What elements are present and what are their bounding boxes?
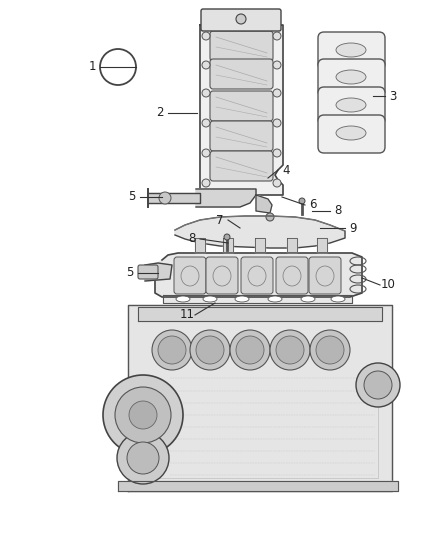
Circle shape <box>273 61 281 69</box>
FancyBboxPatch shape <box>210 121 273 151</box>
FancyBboxPatch shape <box>210 91 273 121</box>
Circle shape <box>202 32 210 40</box>
FancyBboxPatch shape <box>210 31 273 61</box>
Polygon shape <box>118 481 398 491</box>
Circle shape <box>152 330 192 370</box>
Text: 4: 4 <box>282 164 290 176</box>
Polygon shape <box>145 263 172 281</box>
Text: 2: 2 <box>156 107 164 119</box>
Circle shape <box>103 375 183 455</box>
Text: 8: 8 <box>188 232 196 246</box>
Text: 11: 11 <box>180 309 194 321</box>
Text: 10: 10 <box>381 279 396 292</box>
FancyBboxPatch shape <box>309 257 341 294</box>
Circle shape <box>127 442 159 474</box>
FancyBboxPatch shape <box>138 265 158 279</box>
Polygon shape <box>287 238 297 252</box>
Text: 1: 1 <box>88 61 96 74</box>
Circle shape <box>190 330 230 370</box>
Circle shape <box>115 387 171 443</box>
Polygon shape <box>148 193 200 203</box>
Text: 5: 5 <box>126 266 134 279</box>
Polygon shape <box>255 238 265 252</box>
FancyBboxPatch shape <box>318 115 385 153</box>
Text: 7: 7 <box>216 214 224 227</box>
Ellipse shape <box>301 296 315 302</box>
Ellipse shape <box>336 126 366 140</box>
Circle shape <box>224 234 230 240</box>
Polygon shape <box>200 25 283 195</box>
Polygon shape <box>223 238 233 252</box>
Polygon shape <box>317 238 327 252</box>
Circle shape <box>273 149 281 157</box>
Circle shape <box>270 330 310 370</box>
Polygon shape <box>195 238 205 252</box>
Ellipse shape <box>331 296 345 302</box>
Circle shape <box>316 336 344 364</box>
Polygon shape <box>196 189 256 207</box>
Polygon shape <box>256 195 272 213</box>
Ellipse shape <box>336 43 366 57</box>
Ellipse shape <box>268 296 282 302</box>
Ellipse shape <box>203 296 217 302</box>
Text: 6: 6 <box>309 198 317 212</box>
FancyBboxPatch shape <box>206 257 238 294</box>
Circle shape <box>310 330 350 370</box>
Ellipse shape <box>235 296 249 302</box>
Circle shape <box>202 119 210 127</box>
Polygon shape <box>155 253 362 297</box>
Circle shape <box>273 179 281 187</box>
FancyBboxPatch shape <box>276 257 308 294</box>
Circle shape <box>202 61 210 69</box>
Circle shape <box>236 14 246 24</box>
FancyBboxPatch shape <box>241 257 273 294</box>
Ellipse shape <box>336 70 366 84</box>
Circle shape <box>159 192 171 204</box>
Circle shape <box>276 336 304 364</box>
Polygon shape <box>163 295 352 303</box>
Circle shape <box>364 371 392 399</box>
FancyBboxPatch shape <box>318 59 385 97</box>
Circle shape <box>273 119 281 127</box>
FancyBboxPatch shape <box>174 257 206 294</box>
Polygon shape <box>128 305 392 491</box>
Text: 5: 5 <box>128 190 136 204</box>
Circle shape <box>202 179 210 187</box>
Polygon shape <box>138 307 382 321</box>
Text: 3: 3 <box>389 90 397 102</box>
Circle shape <box>158 336 186 364</box>
Circle shape <box>230 330 270 370</box>
Circle shape <box>236 336 264 364</box>
FancyBboxPatch shape <box>210 59 273 89</box>
Circle shape <box>117 432 169 484</box>
Circle shape <box>273 32 281 40</box>
Circle shape <box>196 336 224 364</box>
Text: 9: 9 <box>349 222 357 235</box>
Circle shape <box>202 149 210 157</box>
Circle shape <box>266 213 274 221</box>
Text: 8: 8 <box>334 205 342 217</box>
Circle shape <box>356 363 400 407</box>
FancyBboxPatch shape <box>201 9 281 31</box>
FancyBboxPatch shape <box>318 32 385 70</box>
Circle shape <box>129 401 157 429</box>
Circle shape <box>299 198 305 204</box>
Polygon shape <box>175 216 345 248</box>
FancyBboxPatch shape <box>210 151 273 181</box>
Ellipse shape <box>176 296 190 302</box>
Circle shape <box>202 89 210 97</box>
Ellipse shape <box>336 98 366 112</box>
FancyBboxPatch shape <box>318 87 385 125</box>
Circle shape <box>273 89 281 97</box>
